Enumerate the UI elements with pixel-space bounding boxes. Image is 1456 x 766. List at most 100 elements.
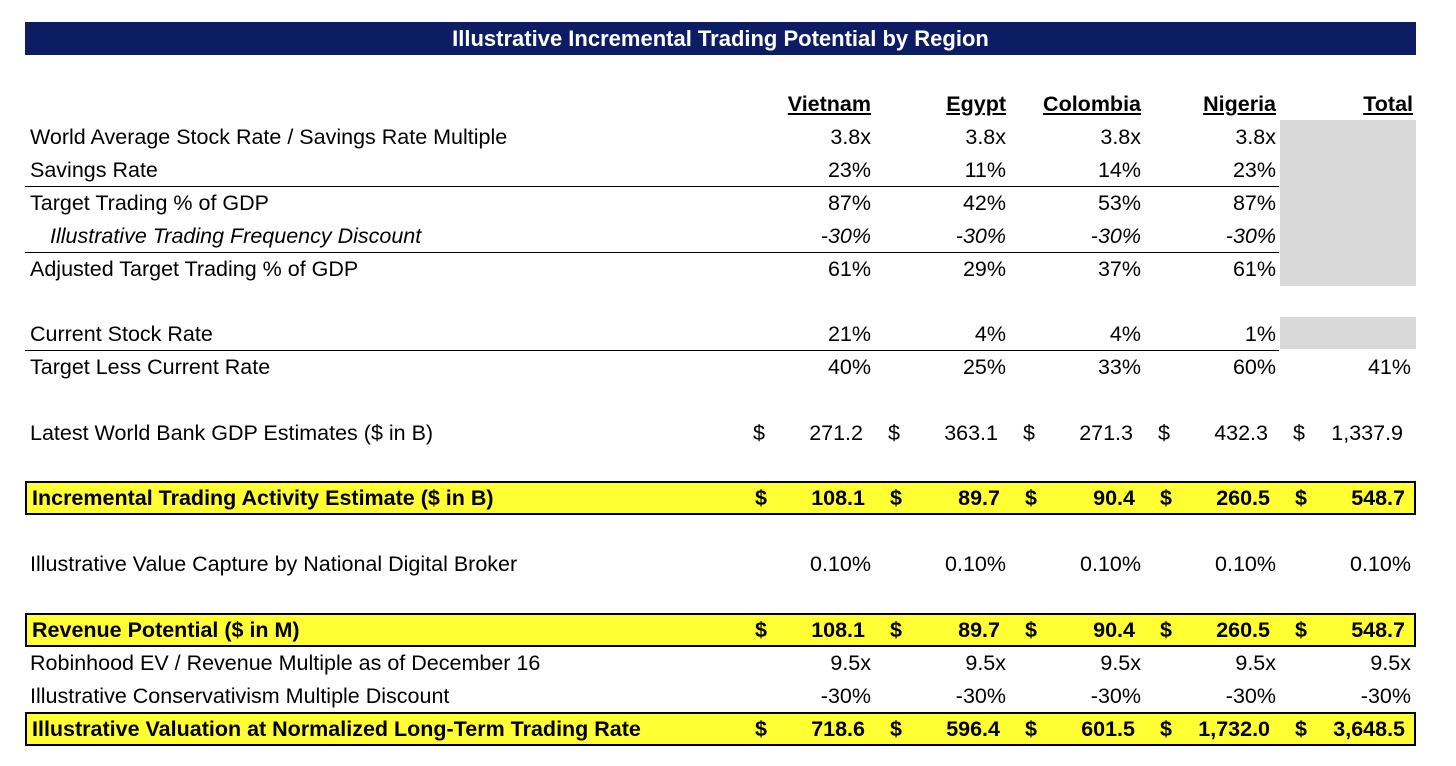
row-divider <box>25 186 1279 187</box>
col-header-total: Total <box>1363 92 1413 116</box>
cell-vietnam: 108.1 <box>811 618 865 642</box>
row-label: Revenue Potential ($ in M) <box>32 618 300 642</box>
cell-vietnam: 3.8x <box>830 125 871 149</box>
row-frequency-discount: Illustrative Trading Frequency Discount … <box>25 220 1416 252</box>
row-label: Adjusted Target Trading % of GDP <box>30 257 359 281</box>
currency-sign: $ <box>755 486 767 510</box>
cell-nigeria: 432.3 <box>1214 421 1268 445</box>
cell-vietnam: -30% <box>820 224 871 248</box>
cell-nigeria: 1% <box>1244 322 1276 346</box>
currency-sign: $ <box>1160 618 1172 642</box>
cell-nigeria: 87% <box>1232 191 1276 215</box>
cell-colombia: 4% <box>1109 322 1141 346</box>
row-label: Target Less Current Rate <box>30 355 271 379</box>
row-label: Current Stock Rate <box>30 322 213 346</box>
cell-total: 0.10% <box>1350 552 1411 576</box>
cell-egypt: 3.8x <box>965 125 1006 149</box>
row-label: Illustrative Conservativism Multiple Dis… <box>30 684 450 708</box>
total-empty-cell-block <box>1280 120 1416 286</box>
currency-sign: $ <box>753 421 765 445</box>
currency-sign: $ <box>1295 618 1307 642</box>
row-label: Illustrative Trading Frequency Discount <box>50 224 422 248</box>
row-gdp-estimates: Latest World Bank GDP Estimates ($ in B)… <box>25 417 1416 449</box>
col-header-vietnam: Vietnam <box>787 92 871 116</box>
cell-egypt: -30% <box>955 224 1006 248</box>
cell-egypt: 363.1 <box>944 421 998 445</box>
cell-nigeria: 1,732.0 <box>1198 717 1270 741</box>
cell-total: 548.7 <box>1351 486 1405 510</box>
cell-nigeria: -30% <box>1225 684 1276 708</box>
cell-vietnam: 0.10% <box>810 552 871 576</box>
row-current-stock-rate: Current Stock Rate 21% 4% 4% 1% <box>25 318 1416 350</box>
row-conservativism-discount: Illustrative Conservativism Multiple Dis… <box>25 680 1416 712</box>
row-savings-rate: Savings Rate 23% 11% 14% 23% <box>25 154 1416 186</box>
cell-nigeria: 0.10% <box>1215 552 1276 576</box>
cell-vietnam: 271.2 <box>809 421 863 445</box>
currency-sign: $ <box>1295 486 1307 510</box>
row-label: Latest World Bank GDP Estimates ($ in B) <box>30 421 434 445</box>
row-value-capture: Illustrative Value Capture by National D… <box>25 548 1416 580</box>
cell-colombia: 0.10% <box>1080 552 1141 576</box>
cell-colombia: 271.3 <box>1079 421 1133 445</box>
cell-vietnam: 9.5x <box>830 651 871 675</box>
row-stock-savings-multiple: World Average Stock Rate / Savings Rate … <box>25 121 1416 153</box>
col-header-egypt: Egypt <box>946 92 1006 116</box>
cell-colombia: 9.5x <box>1100 651 1141 675</box>
cell-vietnam: 40% <box>827 355 871 379</box>
currency-sign: $ <box>1293 421 1305 445</box>
cell-nigeria: 23% <box>1232 158 1276 182</box>
col-header-nigeria: Nigeria <box>1203 92 1276 116</box>
row-adjusted-target: Adjusted Target Trading % of GDP 61% 29%… <box>25 253 1416 285</box>
currency-sign: $ <box>1025 717 1037 741</box>
currency-sign: $ <box>1160 717 1172 741</box>
cell-colombia: -30% <box>1090 684 1141 708</box>
col-header-colombia: Colombia <box>1043 92 1141 116</box>
cell-egypt: -30% <box>955 684 1006 708</box>
table-title: Illustrative Incremental Trading Potenti… <box>25 22 1416 55</box>
cell-egypt: 9.5x <box>965 651 1006 675</box>
cell-egypt: 0.10% <box>945 552 1006 576</box>
row-target-trading: Target Trading % of GDP 87% 42% 53% 87% <box>25 187 1416 219</box>
cell-colombia: 33% <box>1097 355 1141 379</box>
cell-nigeria: 61% <box>1232 257 1276 281</box>
cell-vietnam: 23% <box>827 158 871 182</box>
cell-nigeria: 260.5 <box>1216 618 1270 642</box>
cell-egypt: 89.7 <box>958 618 1000 642</box>
currency-sign: $ <box>1160 486 1172 510</box>
cell-vietnam: 21% <box>827 322 871 346</box>
cell-egypt: 4% <box>974 322 1006 346</box>
column-header-row: Vietnam Egypt Colombia Nigeria Total <box>25 88 1416 120</box>
currency-sign: $ <box>890 618 902 642</box>
cell-colombia: 14% <box>1097 158 1141 182</box>
cell-egypt: 11% <box>964 158 1006 182</box>
cell-egypt: 25% <box>962 355 1006 379</box>
cell-colombia: 601.5 <box>1081 717 1135 741</box>
row-divider <box>25 252 1279 253</box>
row-label: World Average Stock Rate / Savings Rate … <box>30 125 508 149</box>
cell-vietnam: 87% <box>827 191 871 215</box>
currency-sign: $ <box>890 717 902 741</box>
cell-egypt: 596.4 <box>946 717 1000 741</box>
cell-colombia: 90.4 <box>1093 486 1135 510</box>
currency-sign: $ <box>1295 717 1307 741</box>
cell-colombia: 37% <box>1097 257 1141 281</box>
row-incremental-trading-highlight: Incremental Trading Activity Estimate ($… <box>25 481 1416 515</box>
cell-nigeria: -30% <box>1225 224 1276 248</box>
row-label: Illustrative Value Capture by National D… <box>30 552 518 576</box>
cell-egypt: 42% <box>962 191 1006 215</box>
currency-sign: $ <box>1025 618 1037 642</box>
cell-total: 41% <box>1367 355 1411 379</box>
currency-sign: $ <box>755 717 767 741</box>
cell-egypt: 89.7 <box>958 486 1000 510</box>
cell-total: 548.7 <box>1351 618 1405 642</box>
total-empty-cell-current <box>1280 317 1416 349</box>
currency-sign: $ <box>1025 486 1037 510</box>
cell-total: 1,337.9 <box>1331 421 1403 445</box>
row-label: Target Trading % of GDP <box>30 191 269 215</box>
cell-nigeria: 9.5x <box>1235 651 1276 675</box>
currency-sign: $ <box>888 421 900 445</box>
cell-nigeria: 3.8x <box>1235 125 1276 149</box>
cell-colombia: 90.4 <box>1093 618 1135 642</box>
row-revenue-potential-highlight: Revenue Potential ($ in M) $ 108.1 $ 89.… <box>25 613 1416 647</box>
cell-nigeria: 260.5 <box>1216 486 1270 510</box>
